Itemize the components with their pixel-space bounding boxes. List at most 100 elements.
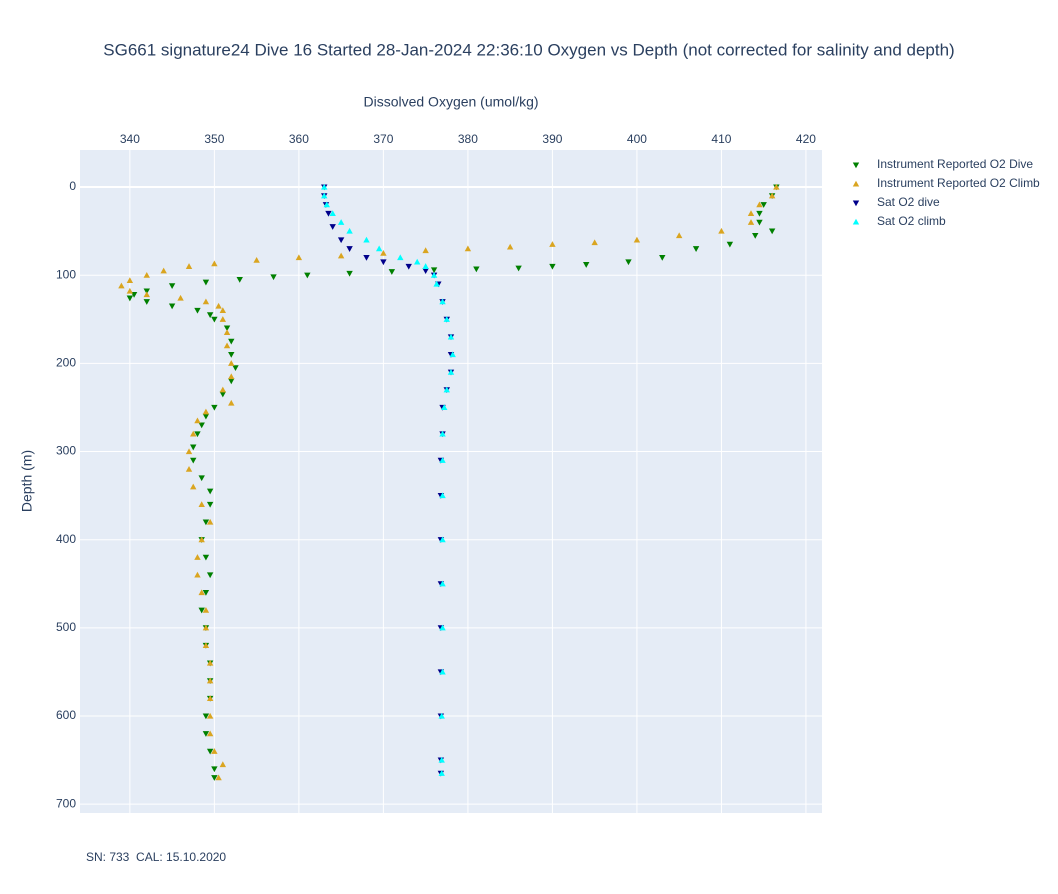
point xyxy=(464,245,472,252)
point xyxy=(223,342,231,349)
point xyxy=(126,287,134,294)
point xyxy=(443,316,450,322)
point xyxy=(202,642,210,649)
point xyxy=(236,277,243,283)
point xyxy=(422,247,429,254)
point xyxy=(211,260,218,267)
point xyxy=(126,277,134,284)
point xyxy=(549,263,556,270)
y-tick-label: 600 xyxy=(56,708,76,722)
point xyxy=(219,761,227,768)
point xyxy=(449,351,456,358)
point xyxy=(228,378,235,385)
point xyxy=(190,430,197,437)
point xyxy=(675,232,683,239)
marks xyxy=(118,183,780,781)
point xyxy=(515,265,522,272)
point xyxy=(346,270,353,277)
x-tick-label: 380 xyxy=(458,132,478,146)
point xyxy=(198,475,205,482)
point xyxy=(194,307,201,314)
plot-area xyxy=(80,150,822,813)
point xyxy=(202,590,210,596)
point xyxy=(143,291,150,298)
point xyxy=(443,386,450,393)
point xyxy=(194,554,201,560)
point xyxy=(325,210,332,217)
point xyxy=(439,580,446,587)
point xyxy=(473,266,480,273)
legend-marker xyxy=(852,180,860,187)
point xyxy=(202,554,210,561)
point xyxy=(439,492,446,499)
point xyxy=(194,571,201,578)
point xyxy=(206,488,214,495)
point xyxy=(206,748,214,755)
point xyxy=(202,713,210,720)
point xyxy=(747,210,755,217)
point xyxy=(447,333,455,340)
point xyxy=(337,219,345,225)
point xyxy=(768,228,776,235)
legend-label: Instrument Reported O2 Climb xyxy=(877,176,1040,190)
point xyxy=(198,589,205,596)
point xyxy=(337,237,345,244)
x-axis-title: Dissolved Oxygen (umol/kg) xyxy=(363,94,538,110)
point xyxy=(190,457,197,464)
point xyxy=(206,712,214,719)
point xyxy=(211,404,218,411)
point xyxy=(228,399,235,406)
point xyxy=(215,302,222,309)
point xyxy=(756,219,763,226)
point xyxy=(228,338,235,345)
point xyxy=(253,257,260,263)
point xyxy=(430,267,438,274)
point xyxy=(756,210,763,217)
point xyxy=(397,254,404,261)
point xyxy=(202,607,210,613)
point xyxy=(126,295,134,302)
point xyxy=(223,325,231,332)
point xyxy=(202,279,210,286)
point xyxy=(422,268,429,274)
point xyxy=(692,246,700,252)
point xyxy=(228,351,235,358)
point xyxy=(177,294,184,301)
point xyxy=(752,232,759,239)
legend-marker xyxy=(852,218,860,225)
point xyxy=(760,202,767,208)
point xyxy=(321,192,328,199)
point xyxy=(206,312,214,319)
point xyxy=(438,770,445,776)
y-tick-label: 500 xyxy=(56,620,76,634)
point xyxy=(219,391,227,398)
point xyxy=(219,307,227,314)
x-tick-label: 390 xyxy=(542,132,562,146)
point xyxy=(202,298,210,305)
point xyxy=(202,519,210,526)
point xyxy=(659,255,666,261)
point xyxy=(228,360,235,366)
point xyxy=(160,267,167,274)
point xyxy=(198,422,205,429)
y-tick-label: 100 xyxy=(56,267,76,281)
point xyxy=(380,259,387,266)
point xyxy=(625,259,632,266)
point xyxy=(438,756,445,763)
point xyxy=(228,373,235,380)
point xyxy=(219,316,227,322)
point xyxy=(168,303,176,310)
point xyxy=(363,255,370,261)
point xyxy=(388,269,396,275)
legend-marker xyxy=(852,200,860,207)
point xyxy=(773,183,780,190)
point xyxy=(211,748,218,754)
point xyxy=(583,262,590,268)
point xyxy=(143,288,150,295)
x-tick-label: 420 xyxy=(796,132,816,146)
point xyxy=(433,280,440,287)
point xyxy=(295,254,303,261)
point xyxy=(346,246,353,252)
point xyxy=(211,775,218,781)
